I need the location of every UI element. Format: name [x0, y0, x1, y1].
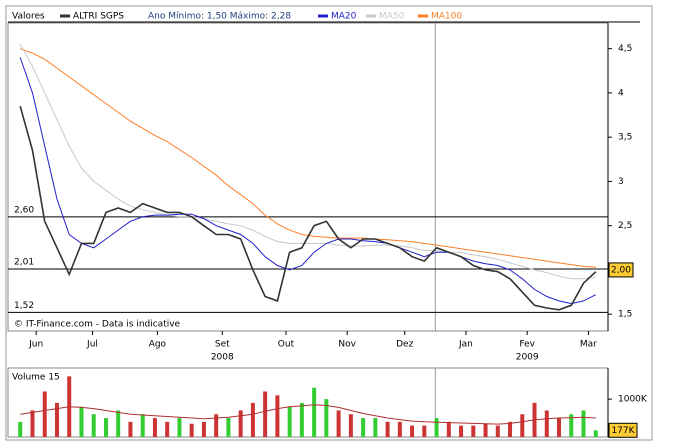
x-tick-label: Out	[278, 340, 295, 350]
y-tick-label: 2,5	[618, 221, 632, 231]
volume-bar	[214, 414, 219, 437]
volume-bar	[79, 406, 84, 437]
volume-bar	[410, 425, 415, 437]
volume-bar	[189, 423, 194, 437]
subtitle: Ano Mínimo: 1,50 Máximo: 2,28	[148, 12, 291, 22]
price-line	[19, 43, 596, 280]
volume-bar	[348, 414, 353, 437]
volume-bar	[593, 430, 598, 437]
volume-bar	[459, 425, 464, 437]
level-label: 2,60	[14, 205, 34, 215]
volume-bar	[152, 418, 157, 437]
legend-label: MA50	[379, 12, 405, 22]
volume-bar	[116, 410, 121, 437]
volume-bar	[446, 421, 451, 437]
volume-bar	[18, 421, 23, 437]
last-price-label: 2,00	[611, 265, 631, 275]
source-note: © IT-Finance.com - Data is indicative	[14, 320, 181, 330]
x-tick-label: Fev	[519, 340, 535, 350]
volume-bar	[103, 418, 108, 437]
volume-bar	[471, 425, 476, 437]
x-tick-label: Dez	[396, 340, 413, 350]
volume-bar	[397, 421, 402, 437]
volume-bar	[557, 418, 562, 437]
price-line	[19, 105, 597, 311]
volume-bar	[177, 418, 182, 437]
volume-bar	[422, 425, 427, 437]
volume-bar	[495, 425, 500, 437]
x-tick-label: Jul	[86, 340, 98, 350]
volume-bar	[275, 395, 280, 437]
y-tick-label: 3,5	[618, 133, 632, 143]
last-volume-box	[608, 422, 638, 438]
last-volume-label: 177K	[611, 426, 635, 436]
last-price-box	[608, 262, 634, 278]
volume-bar	[434, 418, 439, 437]
volume-bar	[226, 418, 231, 437]
volume-bar	[569, 414, 574, 437]
volume-bar	[520, 414, 525, 437]
volume-bar	[91, 414, 96, 437]
volume-bar	[263, 391, 268, 437]
volume-title: Volume 15	[12, 373, 60, 383]
x-tick-label: Jan	[458, 340, 473, 350]
volume-bar	[54, 402, 59, 437]
year-label: 2008	[211, 353, 234, 363]
volume-bar	[299, 402, 304, 437]
x-tick-label: Mar	[580, 340, 597, 350]
y-tick-label: 3	[618, 177, 624, 187]
volume-bar	[336, 410, 341, 437]
x-tick-label: Ago	[149, 340, 167, 350]
volume-bar	[128, 421, 133, 437]
volume-bar	[312, 387, 317, 437]
volume-bar	[30, 410, 35, 437]
volume-bar	[373, 418, 378, 437]
chart-frame	[5, 5, 653, 441]
level-label: 1,52	[14, 301, 34, 311]
volume-bar	[42, 391, 47, 437]
x-tick-label: Nov	[338, 340, 356, 350]
volume-bar	[140, 414, 145, 437]
y-tick-label: 4	[618, 88, 624, 98]
volume-bar	[581, 410, 586, 437]
y-tick-label: 4,5	[618, 44, 632, 54]
price-line	[19, 57, 597, 305]
x-tick-label: Jun	[28, 340, 43, 350]
legend-label: MA20	[331, 12, 357, 22]
volume-bar	[324, 399, 329, 437]
volume-bar	[165, 421, 170, 437]
legend-label: ALTRI SGPS	[73, 12, 124, 22]
volume-bar	[361, 418, 366, 437]
volume-bar	[238, 410, 243, 437]
volume-bar	[508, 421, 513, 437]
y-tick-label: 1,5	[618, 310, 632, 320]
volume-bar	[250, 402, 255, 437]
y-label: Valores	[12, 12, 45, 22]
volume-bar	[385, 421, 390, 437]
volume-bar	[483, 423, 488, 437]
x-tick-label: Set	[215, 340, 230, 350]
y-tick-label: 1000K	[618, 395, 648, 405]
level-label: 2,01	[14, 258, 34, 268]
volume-bar	[544, 410, 549, 437]
legend-label: MA100	[431, 12, 462, 22]
volume-bar	[201, 421, 206, 437]
volume-ma	[20, 404, 596, 425]
volume-bar	[287, 406, 292, 437]
year-label: 2009	[516, 353, 539, 363]
